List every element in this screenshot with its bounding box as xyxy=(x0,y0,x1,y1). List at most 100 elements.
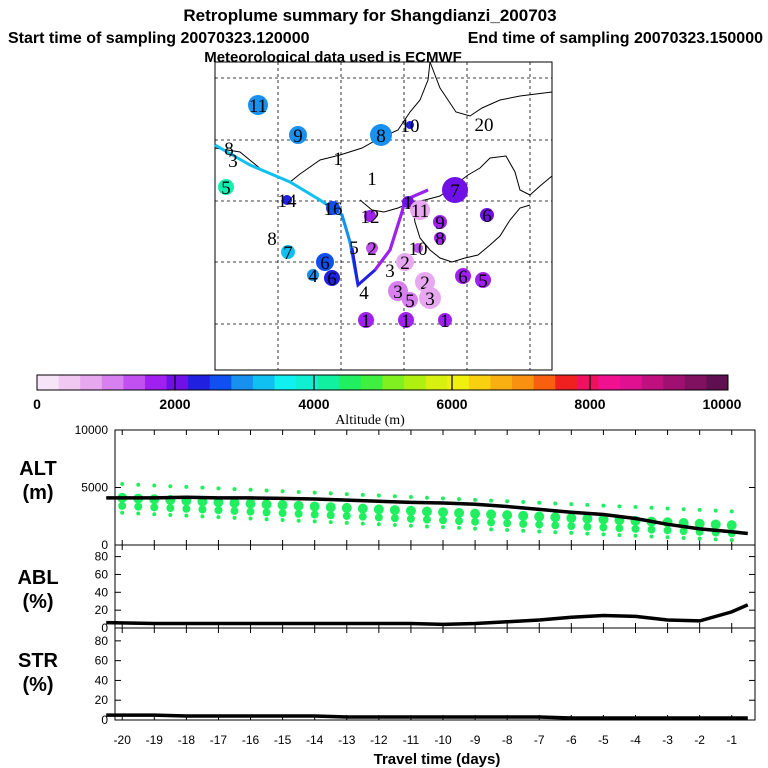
map-marker-label: 2 xyxy=(420,273,430,294)
str-unit: (%) xyxy=(22,674,53,696)
cbar-cell xyxy=(641,375,664,390)
alt-scatter-point xyxy=(521,528,526,533)
x-tick-label: -7 xyxy=(534,733,545,747)
cbar-tick-2000: 2000 xyxy=(159,396,190,412)
map-marker xyxy=(433,215,447,229)
alt-scatter-point xyxy=(310,510,319,519)
alt-scatter-point xyxy=(441,525,446,530)
alt-scatter-point xyxy=(214,506,223,515)
map-marker xyxy=(413,243,423,253)
map-marker xyxy=(289,126,307,144)
map-marker xyxy=(438,313,452,327)
x-tick-label: -8 xyxy=(502,733,513,747)
y-tick-label: 0 xyxy=(101,621,108,635)
alt-scatter-point xyxy=(328,520,333,525)
map-marker xyxy=(480,208,494,222)
alt-scatter-point xyxy=(392,494,397,499)
map-marker-label: 2 xyxy=(400,253,410,274)
alt-scatter-point xyxy=(489,498,494,503)
map-marker-label: 8 xyxy=(224,139,234,160)
str-series-line xyxy=(106,713,748,720)
map-marker-label: 5 xyxy=(405,291,415,312)
alt-scatter-point xyxy=(248,487,253,492)
alt-scatter-point xyxy=(296,518,301,523)
x-tick-label: -13 xyxy=(338,733,356,747)
alt-scatter-point xyxy=(232,515,237,520)
alt-scatter-point xyxy=(118,501,127,510)
map-marker xyxy=(281,245,295,259)
alt-scatter-point xyxy=(551,521,560,530)
map-marker xyxy=(402,196,414,208)
map-marker-label: 3 xyxy=(228,151,238,172)
x-tick-label: -16 xyxy=(242,733,260,747)
x-tick-label: -5 xyxy=(598,733,609,747)
alt-scatter-point xyxy=(550,512,561,523)
map-marker-label: 6 xyxy=(327,269,337,290)
y-tick-label: 10000 xyxy=(75,423,109,437)
y-tick-label: 60 xyxy=(95,567,109,581)
alt-scatter-point xyxy=(729,538,734,543)
alt-scatter-point xyxy=(168,512,173,517)
alt-scatter-point xyxy=(631,524,640,533)
alt-unit: (m) xyxy=(22,482,53,504)
cbar-cell xyxy=(252,375,275,390)
alt-scatter-point xyxy=(486,509,497,520)
cbar-cell xyxy=(382,375,405,390)
cbar-cell xyxy=(684,375,707,390)
map-marker-label: 7 xyxy=(283,243,293,264)
alt-scatter-point xyxy=(278,509,287,518)
cbar-cell xyxy=(339,375,362,390)
alt-scatter-point xyxy=(535,520,544,529)
alt-scatter-point xyxy=(280,489,285,494)
alt-scatter-point xyxy=(601,503,606,508)
alt-scatter-point xyxy=(374,513,383,522)
alt-scatter-point xyxy=(184,484,189,489)
y-tick-label: 80 xyxy=(95,550,109,564)
alt-scatter-point xyxy=(694,518,705,529)
map-marker-label: 16 xyxy=(324,199,343,220)
cbar-cell xyxy=(209,375,232,390)
alt-scatter-point xyxy=(470,508,481,519)
alt-scatter-point xyxy=(582,513,593,524)
alt-scatter-point xyxy=(454,507,465,518)
alt-scatter-point xyxy=(120,510,125,515)
map-marker-label: 6 xyxy=(482,206,492,227)
x-tick-label: -17 xyxy=(210,733,228,747)
x-tick-label: -2 xyxy=(694,733,705,747)
alt-scatter-point xyxy=(168,484,173,489)
x-tick-label: -15 xyxy=(274,733,292,747)
alt-scatter-point xyxy=(473,526,478,531)
y-tick-label: 80 xyxy=(95,634,109,648)
cbar-cell xyxy=(166,375,189,390)
cbar-cell xyxy=(404,375,427,390)
map-marker-label: 1 xyxy=(333,149,343,170)
cbar-cell xyxy=(576,375,599,390)
x-tick-label: -19 xyxy=(146,733,164,747)
alt-scatter-point xyxy=(697,507,702,512)
x-tick-label: -9 xyxy=(470,733,481,747)
x-axis-label: Travel time (days) xyxy=(374,751,501,768)
alt-scatter-point xyxy=(567,522,576,531)
alt-scatter-point xyxy=(489,527,494,532)
alt-scatter-point xyxy=(360,521,365,526)
map-marker xyxy=(442,177,468,203)
map-marker-label: 10 xyxy=(401,116,420,137)
alt-scatter-point xyxy=(599,523,608,532)
alt-scatter-point xyxy=(344,520,349,525)
cbar-cell xyxy=(317,375,340,390)
cbar-tick-0: 0 xyxy=(33,396,41,412)
x-tick-label: -20 xyxy=(114,733,132,747)
alt-scatter-point xyxy=(633,533,638,538)
alt-label: ALT xyxy=(19,458,56,480)
alt-scatter-point xyxy=(245,498,256,509)
alt-scatter-point xyxy=(537,529,542,534)
y-tick-label: 0 xyxy=(101,538,108,552)
alt-scatter-point xyxy=(569,502,574,507)
alt-scatter-point xyxy=(665,506,670,511)
x-tick-label: -18 xyxy=(178,733,196,747)
y-tick-label: 60 xyxy=(95,654,109,668)
alt-scatter-point xyxy=(502,510,513,521)
map-marker-label: 1 xyxy=(440,311,450,332)
map-marker xyxy=(406,121,414,129)
